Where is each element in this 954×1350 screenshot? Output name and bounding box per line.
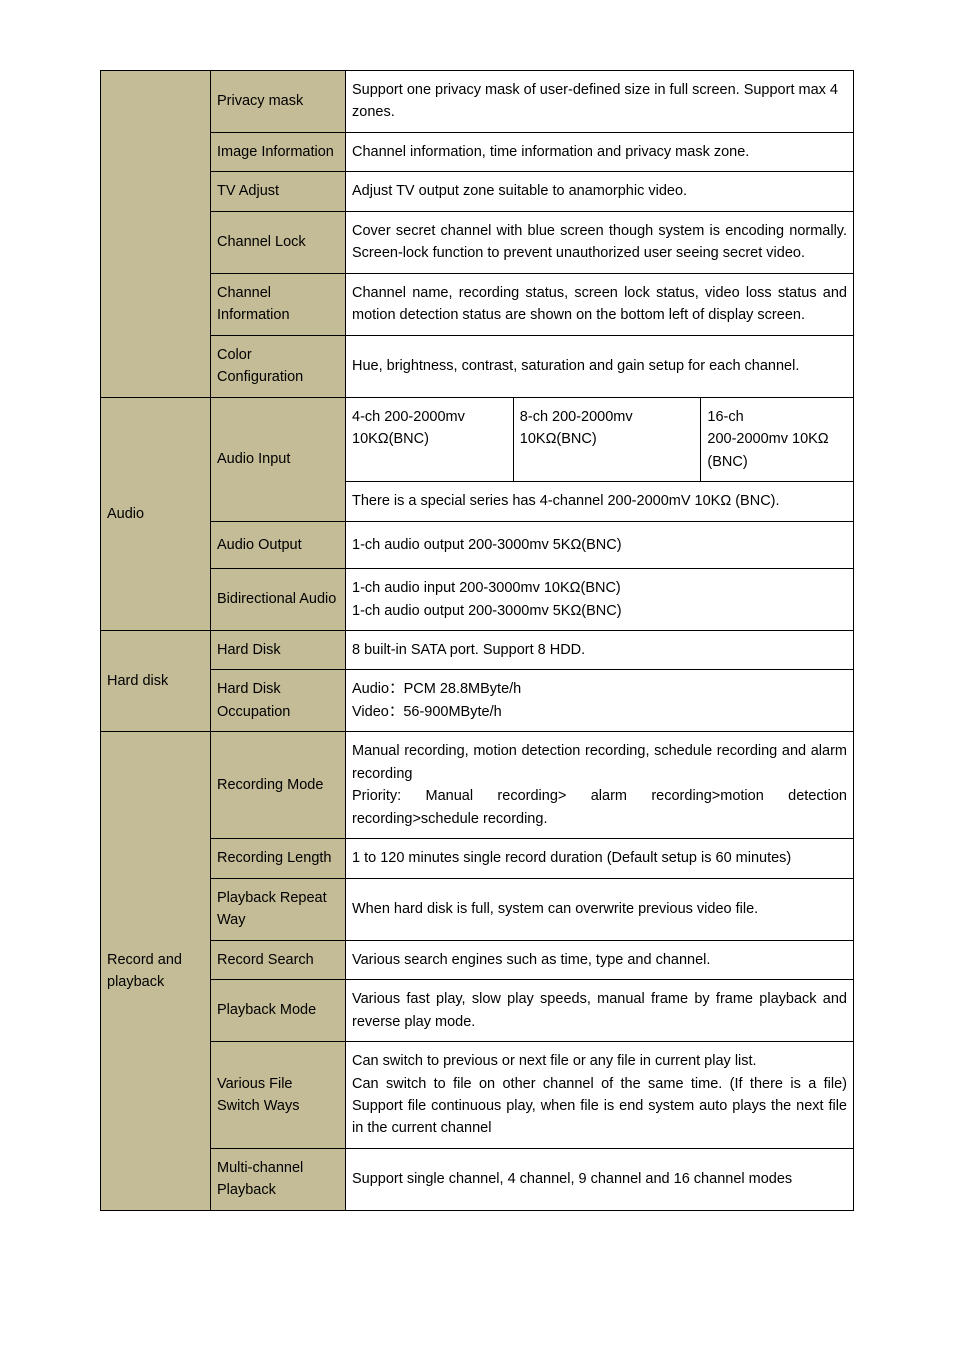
audio-input-label: Audio Input bbox=[211, 397, 346, 521]
record-category: Record and playback bbox=[101, 732, 211, 1211]
playback-repeat-desc: When hard disk is full, system can overw… bbox=[346, 878, 854, 940]
channel-info-desc: Channel name, recording status, screen l… bbox=[346, 273, 854, 335]
image-info-label: Image Information bbox=[211, 132, 346, 171]
bidir-audio-desc: 1-ch audio input 200-3000mv 10KΩ(BNC) 1-… bbox=[346, 569, 854, 631]
image-info-desc: Channel information, time information an… bbox=[346, 132, 854, 171]
audio-category: Audio bbox=[101, 397, 211, 630]
recording-length-desc: 1 to 120 minutes single record duration … bbox=[346, 839, 854, 878]
harddisk-occ-desc: Audio：PCM 28.8MByte/h Video：56-900MByte/… bbox=[346, 670, 854, 732]
occ-l1: Audio：PCM 28.8MByte/h bbox=[352, 681, 521, 697]
playback-mode-label: Playback Mode bbox=[211, 980, 346, 1042]
record-search-label: Record Search bbox=[211, 940, 346, 979]
channel-lock-desc: Cover secret channel with blue screen th… bbox=[346, 211, 854, 273]
file-switch-label: Various File Switch Ways bbox=[211, 1042, 346, 1149]
playback-repeat-label: Playback Repeat Way bbox=[211, 878, 346, 940]
harddisk-label: Hard Disk bbox=[211, 630, 346, 669]
audio-input-4ch: 4-ch 200-2000mv 10KΩ(BNC) bbox=[346, 398, 513, 481]
tv-adjust-label: TV Adjust bbox=[211, 172, 346, 211]
harddisk-category: Hard disk bbox=[101, 630, 211, 731]
multi-playback-label: Multi-channel Playback bbox=[211, 1148, 346, 1210]
recording-mode-label: Recording Mode bbox=[211, 732, 346, 839]
audio-input-note: There is a special series has 4-channel … bbox=[346, 482, 854, 521]
category-blank bbox=[101, 71, 211, 398]
color-config-desc: Hue, brightness, contrast, saturation an… bbox=[346, 335, 854, 397]
audio-output-desc: 1-ch audio output 200-3000mv 5KΩ(BNC) bbox=[346, 521, 854, 568]
audio-input-16ch: 16-ch 200-2000mv 10KΩ (BNC) bbox=[701, 398, 853, 481]
bidir-l2: 1-ch audio output 200-3000mv 5KΩ(BNC) bbox=[352, 603, 622, 619]
playback-mode-desc: Various fast play, slow play speeds, man… bbox=[346, 980, 854, 1042]
channel-info-label: Channel Information bbox=[211, 273, 346, 335]
occ-l2: Video：56-900MByte/h bbox=[352, 704, 502, 720]
audio-input-8ch: 8-ch 200-2000mv 10KΩ(BNC) bbox=[513, 398, 701, 481]
tv-adjust-desc: Adjust TV output zone suitable to anamor… bbox=[346, 172, 854, 211]
color-config-label: Color Configuration bbox=[211, 335, 346, 397]
file-switch-desc: Can switch to previous or next file or a… bbox=[346, 1042, 854, 1149]
record-search-desc: Various search engines such as time, typ… bbox=[346, 940, 854, 979]
privacy-mask-label: Privacy mask bbox=[211, 71, 346, 133]
bidir-audio-label: Bidirectional Audio bbox=[211, 569, 346, 631]
harddisk-occ-label: Hard Disk Occupation bbox=[211, 670, 346, 732]
multi-playback-desc: Support single channel, 4 channel, 9 cha… bbox=[346, 1148, 854, 1210]
harddisk-desc: 8 built-in SATA port. Support 8 HDD. bbox=[346, 630, 854, 669]
bidir-l1: 1-ch audio input 200-3000mv 10KΩ(BNC) bbox=[352, 580, 621, 596]
recording-mode-desc: Manual recording, motion detection recor… bbox=[346, 732, 854, 839]
audio-input-grid: 4-ch 200-2000mv 10KΩ(BNC) 8-ch 200-2000m… bbox=[346, 397, 854, 481]
spec-table: Privacy mask Support one privacy mask of… bbox=[100, 70, 854, 1211]
privacy-mask-desc: Support one privacy mask of user-defined… bbox=[346, 71, 854, 133]
channel-lock-label: Channel Lock bbox=[211, 211, 346, 273]
audio-output-label: Audio Output bbox=[211, 521, 346, 568]
recording-length-label: Recording Length bbox=[211, 839, 346, 878]
